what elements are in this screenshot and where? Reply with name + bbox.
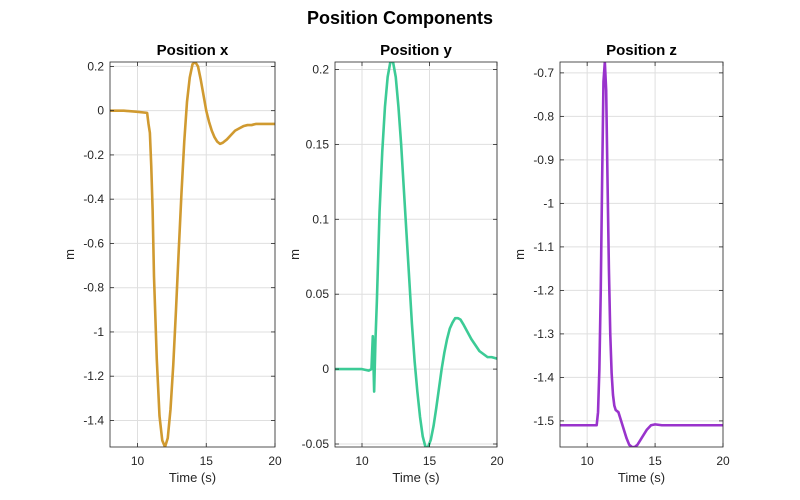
y-tick-label: 0.2 <box>87 59 104 73</box>
x-axis-label: Time (s) <box>618 470 665 485</box>
x-axis-label: Time (s) <box>392 470 439 485</box>
y-tick-label: -1.4 <box>533 370 554 384</box>
plot-area <box>560 62 723 447</box>
y-tick-label: -1.4 <box>83 413 104 427</box>
x-tick-label: 15 <box>423 454 437 468</box>
x-tick-label: 20 <box>490 454 504 468</box>
y-tick-label: 0.1 <box>312 212 329 226</box>
y-tick-label: -1.1 <box>533 240 554 254</box>
x-tick-label: 10 <box>355 454 369 468</box>
y-tick-label: -0.7 <box>533 66 554 80</box>
y-tick-label: -0.4 <box>83 192 104 206</box>
x-tick-label: 20 <box>268 454 282 468</box>
y-tick-label: -0.6 <box>83 236 104 250</box>
y-tick-label: 0.2 <box>312 62 329 76</box>
y-tick-label: -0.9 <box>533 153 554 167</box>
subplot-x: 10 15 20 0.2 0 -0.2 -0.4 -0.6 -0.8 -1 -1.2 -1.4 Posi… <box>62 42 282 485</box>
subplot-y: 10 15 20 0.2 0.15 0.1 0.05 0 -0.05 Position y Time… <box>287 42 504 485</box>
axes-box <box>109 61 276 448</box>
y-tick-label: 0.15 <box>306 137 330 151</box>
y-tick-label: -0.8 <box>83 281 104 295</box>
y-axis-label: m <box>512 249 527 260</box>
series-line-z <box>560 62 723 447</box>
figure-title: Position Components <box>307 8 493 28</box>
y-tick-label: 0 <box>97 104 104 118</box>
subplot-z: 10 15 20 -0.7 -0.8 -0.9 -1 -1.1 -1.2 -1.3 -1.4 -1.5… <box>512 42 730 485</box>
series-line-x <box>110 62 275 447</box>
series-line-y <box>335 62 497 447</box>
axes-box <box>334 61 498 448</box>
x-axis-label: Time (s) <box>169 470 216 485</box>
y-tick-label: -0.8 <box>533 109 554 123</box>
plot-area <box>110 62 275 447</box>
subplot-title-z: Position z <box>606 42 677 59</box>
y-tick-label: -1 <box>93 325 104 339</box>
y-tick-label: -0.2 <box>83 148 104 162</box>
y-tick-label: -0.05 <box>302 437 330 451</box>
subplot-title-y: Position y <box>380 42 452 59</box>
x-tick-label: 20 <box>716 454 730 468</box>
y-axis-label: m <box>287 249 302 260</box>
y-tick-label: 0.05 <box>306 287 330 301</box>
y-tick-label: 0 <box>322 362 329 376</box>
x-tick-label: 15 <box>200 454 214 468</box>
y-tick-label: -1.3 <box>533 327 554 341</box>
y-axis-label: m <box>62 249 77 260</box>
x-tick-label: 10 <box>131 454 145 468</box>
y-tick-label: -1 <box>543 196 554 210</box>
y-tick-label: -1.2 <box>83 369 104 383</box>
axes-box <box>559 61 724 448</box>
y-tick-label: -1.2 <box>533 283 554 297</box>
subplot-title-x: Position x <box>157 42 229 59</box>
x-tick-label: 15 <box>648 454 662 468</box>
y-tick-label: -1.5 <box>533 414 554 428</box>
x-tick-label: 10 <box>580 454 594 468</box>
